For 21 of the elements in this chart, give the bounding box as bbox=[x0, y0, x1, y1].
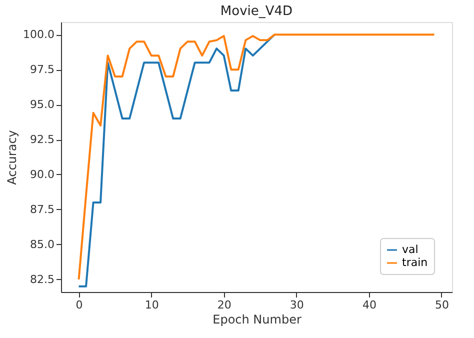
y-tick-label: 97.5 bbox=[30, 63, 54, 76]
x-axis-title: Epoch Number bbox=[212, 312, 302, 326]
legend-label: train bbox=[402, 256, 428, 269]
y-tick-label: 82.5 bbox=[30, 272, 54, 286]
y-tick-label: 95.0 bbox=[30, 98, 54, 112]
y-axis-title: Accuracy bbox=[5, 130, 20, 185]
line-series bbox=[78, 34, 436, 280]
x-tick-label: 10 bbox=[144, 298, 159, 312]
x-tick-label: 40 bbox=[362, 298, 376, 312]
x-tick-label: 20 bbox=[217, 298, 232, 312]
legend-label: val bbox=[402, 243, 418, 256]
y-tick-label: 87.5 bbox=[30, 202, 54, 216]
y-tick-label: 90.0 bbox=[30, 168, 54, 181]
line-series bbox=[78, 34, 276, 288]
x-tick-label: 30 bbox=[290, 298, 304, 312]
y-tick-label: 100.0 bbox=[23, 28, 54, 42]
x-tick-label: 50 bbox=[434, 298, 449, 312]
x-tick-label: 0 bbox=[76, 298, 83, 312]
y-tick-label: 92.5 bbox=[30, 133, 54, 146]
y-tick-label: 85.0 bbox=[30, 238, 54, 251]
chart-title: Movie_V4D bbox=[220, 4, 293, 19]
